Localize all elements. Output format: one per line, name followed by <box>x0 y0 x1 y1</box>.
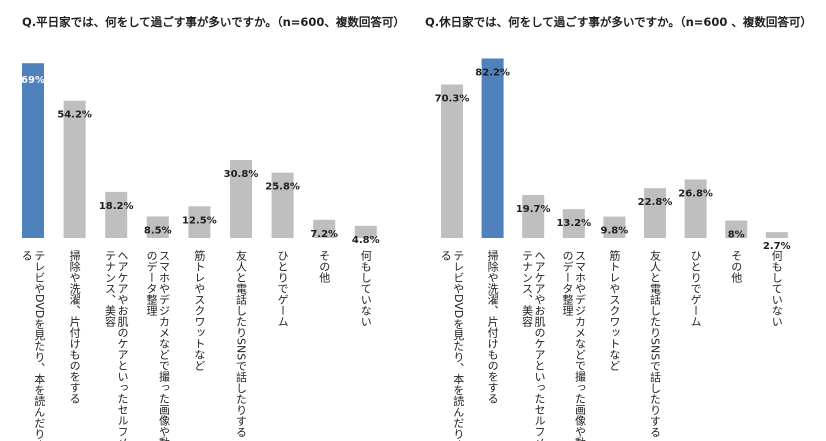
bar-value-label: 70.3% <box>435 93 470 104</box>
category-label: 友人と電話したりSNSで話したりする <box>649 249 662 438</box>
category-label: る <box>20 250 33 261</box>
bar-4 <box>562 209 585 238</box>
category-label: のデータ整理 <box>561 250 574 316</box>
category-label: ひとりでゲーム <box>276 250 289 327</box>
category-label: スマホやデジカメなどで撮った画像や動画 <box>574 250 587 441</box>
bar-value-label: 30.8% <box>224 169 259 180</box>
bar-value-label: 13.2% <box>556 218 591 229</box>
category-label: ひとりでゲーム <box>689 250 702 327</box>
bar-value-label: 26.8% <box>678 188 713 199</box>
bar-value-label: 8.5% <box>144 225 172 236</box>
category-label: ヘアケアやお肌のケアといったセルフメン <box>533 250 546 441</box>
bar-6 <box>644 188 666 238</box>
bar-value-label: 8% <box>728 230 745 241</box>
bar-value-label: 54.2% <box>57 110 92 121</box>
category-label: 友人と電話したりSNSで話したりする <box>235 249 248 438</box>
bar-value-label: 22.8% <box>638 197 673 208</box>
bar-2 <box>481 58 504 238</box>
category-label: る <box>439 250 452 261</box>
bar-8 <box>725 220 748 238</box>
bar-3 <box>105 191 128 238</box>
bar-value-label: 82.2% <box>475 67 510 78</box>
bar-7 <box>684 179 707 238</box>
chart-title: Q.休日家では、何をして過ごす事が多いですか。（n=600 、複数回答可） <box>425 15 812 29</box>
bar-value-label: 12.5% <box>182 215 217 226</box>
bar-value-label: 25.8% <box>265 182 300 193</box>
bar-9 <box>765 232 788 238</box>
bar-value-label: 18.2% <box>99 201 134 212</box>
category-label: その他 <box>318 250 331 283</box>
category-label: 筋トレやスクワットなど <box>193 249 206 371</box>
category-label: 筋トレやスクワットなど <box>608 249 621 371</box>
bar-2 <box>63 100 86 239</box>
bar-1 <box>22 63 44 239</box>
category-label: テナンス、美容 <box>520 250 533 328</box>
bar-value-label: 19.7% <box>516 204 551 215</box>
bar-value-label: 69% <box>21 75 45 86</box>
bar-8 <box>313 219 336 238</box>
chart-title: Q.平日家では、何をして過ごす事が多いですか。（n=600、複数回答可） <box>22 15 405 29</box>
category-label: 掃除や洗濯、片付けものをする <box>486 249 499 404</box>
category-label: 何もしていない <box>359 250 372 327</box>
category-label: テナンス、美容 <box>103 250 116 328</box>
bar-5 <box>603 216 626 238</box>
category-label: 掃除や洗濯、片付けものをする <box>68 249 81 404</box>
category-label: テレビやDVDを見たり、本を読んだりす <box>33 250 46 441</box>
category-label: ヘアケアやお肌のケアといったセルフメン <box>116 250 129 441</box>
bar-value-label: 2.7% <box>763 241 791 252</box>
bar-9 <box>354 225 377 238</box>
bar-1 <box>441 84 463 238</box>
category-label: テレビやDVDを見たり、本を読んだりす <box>452 250 465 441</box>
weekday-chart: Q.平日家では、何をして過ごす事が多いですか。（n=600、複数回答可） 69%… <box>20 15 405 441</box>
category-label: のデータ整理 <box>145 250 158 316</box>
holiday-chart: Q.休日家では、何をして過ごす事が多いですか。（n=600 、複数回答可） 70… <box>413 0 826 441</box>
bar-value-label: 4.8% <box>352 235 380 246</box>
category-label: スマホやデジカメなどで撮った画像や動画 <box>158 250 171 441</box>
bar-5 <box>188 206 211 238</box>
bar-4 <box>146 216 169 238</box>
bar-7 <box>271 172 294 238</box>
bar-6 <box>230 159 252 238</box>
category-label: 何もしていない <box>770 250 783 327</box>
bar-3 <box>522 194 545 238</box>
bar-value-label: 9.8% <box>601 226 629 237</box>
bar-value-label: 7.2% <box>310 229 338 240</box>
category-label: その他 <box>730 250 743 283</box>
